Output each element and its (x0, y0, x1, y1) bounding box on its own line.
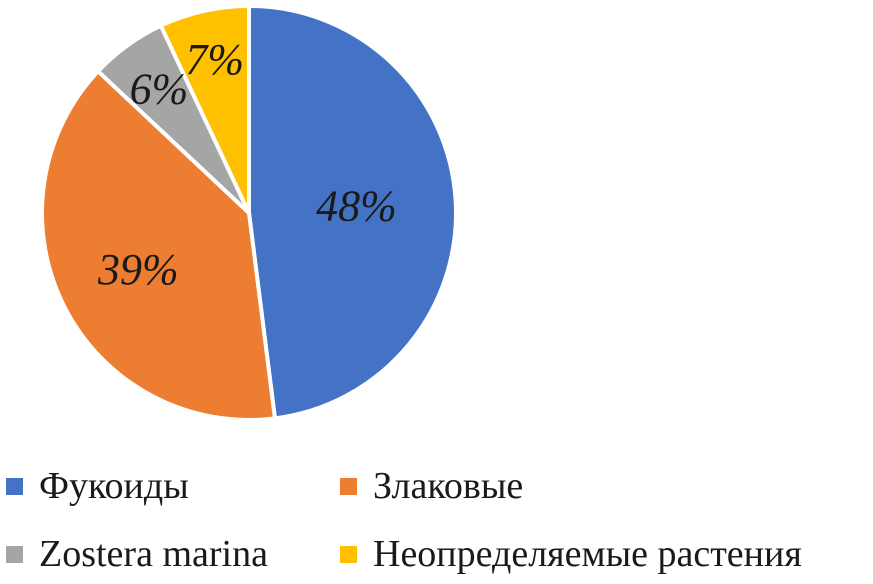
data-label-fucoids: 48% (316, 182, 397, 231)
legend-item-fucoids: Фукоиды (6, 456, 189, 516)
data-label-zostera-marina: 6% (130, 65, 189, 114)
data-label-grasses: 39% (97, 245, 179, 294)
pie-slice-fucoids (247, 4, 458, 421)
data-label-unidentified-plants: 7% (185, 35, 244, 84)
legend-swatch-zostera-marina (6, 545, 23, 563)
legend-swatch-grasses (340, 477, 357, 495)
legend-label-grasses: Злаковые (373, 465, 524, 507)
chart-legend: Фукоиды Злаковые Zostera marina Неопреде… (0, 448, 873, 578)
legend-item-grasses: Злаковые (340, 456, 523, 516)
legend-swatch-fucoids (6, 477, 23, 495)
pie-chart: 48% 39% 6%7% (40, 4, 458, 422)
legend-label-unidentified-plants: Неопределяемые растения (373, 533, 802, 575)
legend-swatch-unidentified-plants (340, 545, 357, 563)
legend-label-fucoids: Фукоиды (39, 465, 189, 507)
pie-data-labels: 48% 39% 6%7% (97, 35, 397, 294)
pie-slice-grasses (40, 69, 277, 422)
legend-label-zostera-marina: Zostera marina (39, 533, 268, 575)
pie-slices (40, 4, 458, 422)
legend-item-unidentified-plants: Неопределяемые растения (340, 524, 802, 584)
pie-slice-unidentified-plants (158, 4, 251, 215)
legend-item-zostera-marina: Zostera marina (6, 524, 268, 584)
